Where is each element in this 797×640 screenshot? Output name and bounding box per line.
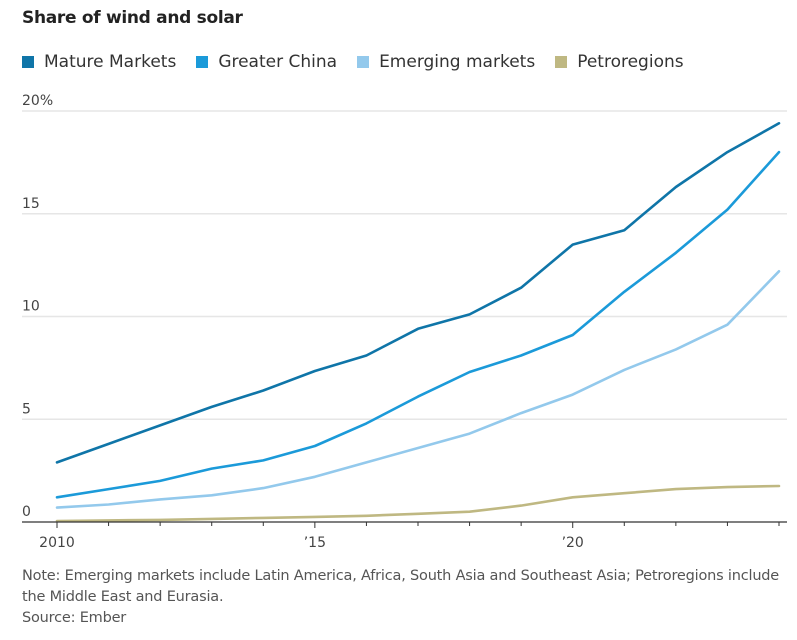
y-tick-label: 20%	[22, 93, 53, 109]
legend-swatch-greater-china	[196, 56, 209, 68]
y-tick-label: 5	[22, 401, 31, 417]
legend-item-emerging-markets: Emerging markets	[357, 52, 535, 72]
legend-label-mature-markets: Mature Markets	[44, 52, 177, 72]
y-tick-label: 10	[22, 299, 40, 315]
legend: Mature Markets Greater China Emerging ma…	[22, 52, 704, 72]
legend-label-greater-china: Greater China	[218, 52, 338, 72]
legend-label-emerging-markets: Emerging markets	[379, 52, 536, 72]
legend-item-petroregions: Petroregions	[555, 52, 684, 72]
source-text: Source: Ember	[22, 610, 127, 626]
legend-item-greater-china: Greater China	[196, 52, 337, 72]
series-line-petroregions	[55, 484, 781, 523]
note-text: Note: Emerging markets include Latin Ame…	[22, 568, 780, 605]
legend-item-mature-markets: Mature Markets	[22, 52, 176, 72]
y-tick-label: 0	[22, 504, 31, 520]
legend-label-petroregions: Petroregions	[577, 52, 684, 72]
x-tick-label: 2010	[39, 535, 75, 551]
series-line-mature-markets	[55, 122, 781, 464]
line-chart: 20% 15 10 5 0 2010 ’15 ’20	[22, 93, 787, 551]
chart-title: Share of wind and solar	[22, 8, 243, 28]
legend-swatch-emerging-markets	[357, 56, 370, 68]
x-tick-label: ’15	[304, 535, 326, 551]
legend-swatch-petroregions	[555, 56, 568, 68]
series-line-emerging-markets	[55, 269, 781, 509]
y-tick-label: 15	[22, 196, 40, 212]
chart-footnote: Note: Emerging markets include Latin Ame…	[22, 566, 792, 629]
x-tick-label: ’20	[562, 535, 584, 551]
series-line-greater-china	[55, 150, 781, 499]
legend-swatch-mature-markets	[22, 56, 34, 68]
